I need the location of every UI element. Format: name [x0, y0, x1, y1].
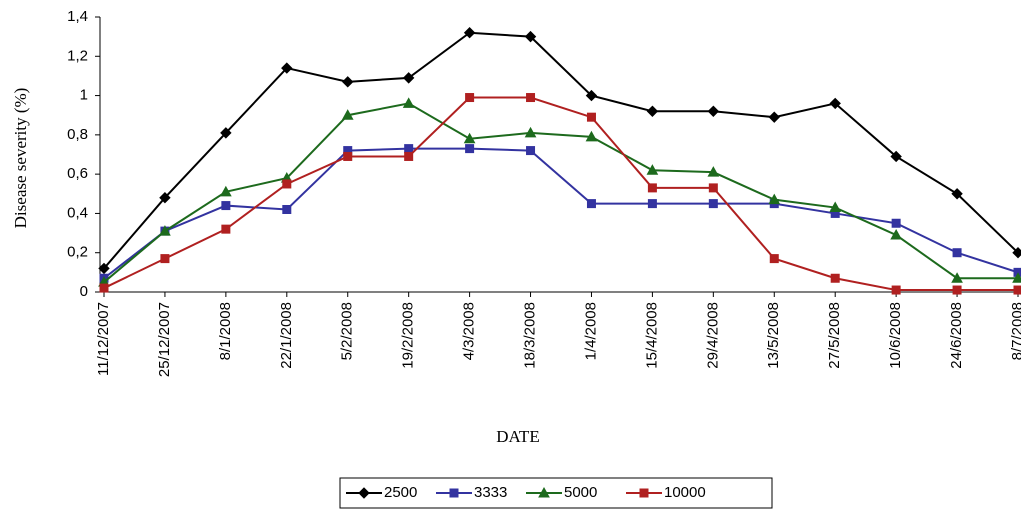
y-tick-label: 0,2: [67, 244, 88, 261]
y-tick-label: 0,8: [67, 126, 88, 143]
x-tick-label: 10/6/2008: [887, 302, 904, 369]
marker: [449, 488, 459, 498]
marker: [586, 112, 596, 122]
y-tick-label: 0: [80, 283, 88, 300]
marker: [160, 254, 170, 264]
marker: [708, 199, 718, 209]
series-line: [103, 147, 1019, 280]
x-tick-label: 8/1/2008: [217, 302, 234, 360]
marker: [526, 146, 536, 156]
marker: [402, 72, 415, 84]
marker: [98, 262, 110, 275]
y-tick-label: 1,4: [67, 8, 88, 25]
y-tick-label: 0,4: [67, 204, 88, 221]
marker: [829, 97, 841, 110]
marker: [708, 183, 718, 193]
x-tick-label: 8/7/2008: [1009, 302, 1021, 360]
series-line: [103, 96, 1018, 292]
x-tick-label: 22/1/2008: [278, 302, 295, 369]
marker: [585, 89, 598, 102]
marker: [951, 188, 963, 200]
marker: [952, 285, 962, 295]
marker: [1012, 247, 1021, 259]
marker: [647, 183, 657, 193]
legend-label: 2500: [384, 484, 417, 501]
x-tick-label: 18/3/2008: [522, 302, 539, 369]
marker: [402, 97, 415, 108]
marker: [221, 224, 231, 234]
marker: [343, 151, 353, 161]
marker: [830, 273, 840, 283]
marker: [891, 285, 901, 295]
y-axis-title: Disease severity (%): [11, 88, 30, 229]
y-tick-label: 0,6: [67, 165, 88, 182]
marker: [159, 225, 171, 236]
x-tick-label: 11/12/2007: [95, 302, 112, 376]
marker: [404, 151, 414, 161]
marker: [1013, 285, 1021, 295]
marker: [768, 111, 780, 123]
marker: [281, 62, 293, 74]
x-tick-label: 1/4/2008: [582, 302, 599, 360]
marker: [282, 179, 292, 189]
series-line: [103, 31, 1019, 270]
legend-label: 3333: [474, 484, 507, 501]
marker: [585, 130, 598, 142]
marker: [538, 486, 550, 498]
marker: [890, 150, 902, 163]
x-tick-label: 25/12/2007: [156, 302, 173, 377]
x-tick-label: 24/6/2008: [948, 302, 965, 369]
marker: [951, 272, 963, 283]
marker: [341, 109, 354, 120]
marker: [586, 199, 596, 209]
marker: [890, 229, 902, 240]
marker: [404, 144, 414, 154]
marker: [526, 93, 536, 103]
series-line: [103, 102, 1018, 283]
marker: [768, 193, 781, 205]
marker: [524, 126, 537, 138]
marker: [465, 144, 475, 154]
marker: [221, 201, 231, 211]
marker: [463, 132, 476, 144]
y-tick-label: 1,2: [67, 47, 88, 64]
legend-label: 10000: [664, 484, 706, 501]
x-tick-label: 29/4/2008: [704, 302, 721, 369]
x-tick-label: 27/5/2008: [826, 302, 843, 369]
marker: [769, 254, 779, 264]
marker: [646, 164, 659, 175]
marker: [159, 192, 171, 204]
marker: [358, 487, 370, 499]
legend-label: 5000: [564, 484, 597, 501]
x-tick-label: 15/4/2008: [643, 302, 660, 369]
marker: [707, 166, 720, 177]
marker: [282, 205, 292, 214]
marker: [99, 283, 109, 293]
x-tick-label: 13/5/2008: [765, 302, 782, 369]
marker: [220, 127, 232, 139]
marker: [646, 105, 659, 117]
legend-box: [339, 477, 773, 509]
marker: [463, 27, 476, 39]
x-tick-label: 5/2/2008: [339, 302, 356, 360]
marker: [647, 199, 657, 209]
marker: [952, 248, 962, 258]
x-axis-title: DATE: [496, 427, 539, 446]
marker: [342, 76, 354, 88]
x-tick-label: 19/2/2008: [400, 302, 417, 369]
marker: [707, 105, 720, 117]
x-tick-label: 4/3/2008: [461, 302, 478, 360]
y-tick-label: 1: [80, 87, 88, 104]
marker: [465, 93, 475, 103]
marker: [639, 488, 649, 498]
marker: [891, 218, 901, 228]
marker: [220, 185, 232, 197]
marker: [829, 201, 842, 213]
marker: [524, 30, 537, 43]
